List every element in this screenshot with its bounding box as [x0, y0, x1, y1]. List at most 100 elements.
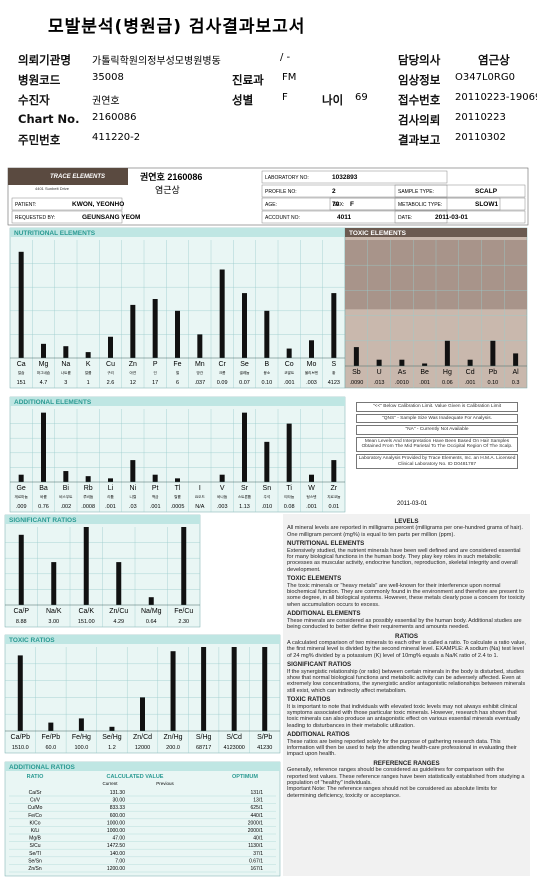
info-label: 주민번호 — [18, 133, 61, 147]
bar — [85, 476, 91, 482]
section-text: It is important to note that individuals… — [287, 703, 521, 729]
category-label: Pb — [489, 369, 498, 376]
table-cell: 440/1 — [250, 813, 263, 819]
bar — [490, 340, 496, 366]
subcolumn-heading: Current — [102, 781, 118, 786]
category-sublabel: 지르코늄 — [327, 494, 341, 499]
category-sublabel: 티타늄 — [284, 494, 295, 499]
section-text: If the synergistic relationship (or rati… — [287, 668, 526, 694]
category-sublabel: 바나듐 — [217, 494, 228, 499]
category-label: Ge — [16, 485, 25, 492]
info-value: O347L0RG0 — [455, 72, 515, 83]
value-label: 1510.0 — [12, 745, 29, 751]
field-value: 2011-03-01 — [435, 214, 468, 221]
category-label: S — [331, 361, 336, 368]
table-cell: 833.33 — [110, 805, 126, 811]
value-label: 0.76 — [38, 504, 49, 510]
category-label: Tl — [175, 485, 181, 492]
bar — [51, 562, 57, 605]
bar — [242, 412, 247, 482]
bar — [353, 347, 359, 366]
category-sublabel: 셀레늄 — [240, 370, 251, 375]
category-label: Be — [420, 369, 429, 376]
brand: TRACE ELEMENTS — [50, 174, 105, 180]
category-label: Rb — [84, 485, 93, 492]
info-value: 35008 — [92, 72, 124, 83]
category-label: Co — [285, 361, 294, 368]
category-label: Sb — [352, 369, 361, 376]
bar — [181, 527, 187, 605]
bar — [309, 474, 314, 482]
category-sublabel: 리튬 — [107, 494, 114, 499]
section-heading: TOXIC ELEMENTS — [287, 575, 342, 583]
category-label: Na/K — [46, 608, 62, 615]
bar — [18, 251, 24, 358]
value-label: 0.08 — [284, 504, 295, 510]
category-sublabel: 텅스텐 — [307, 494, 318, 499]
field-value: KWON, YEONHO — [72, 201, 124, 208]
table-cell: 131.30 — [110, 790, 126, 796]
panel-header — [5, 635, 280, 644]
category-label: K — [86, 361, 91, 368]
value-label: 17 — [152, 380, 158, 386]
category-label: Cd — [466, 369, 475, 376]
info-label: 의뢰기관명 — [18, 53, 71, 67]
section-text: Generally, reference ranges should be co… — [287, 767, 525, 787]
info-value: 411220-2 — [92, 132, 141, 143]
info-label: 수진자 — [18, 93, 50, 107]
field-value: 4011 — [337, 214, 351, 221]
bar — [513, 353, 519, 366]
field-box — [261, 184, 448, 198]
bar — [130, 460, 136, 482]
panel-header — [10, 228, 345, 237]
field-label: SAMPLE TYPE: — [398, 189, 434, 195]
field-label: AGE: — [265, 202, 277, 208]
value-label: 4.29 — [113, 619, 124, 625]
category-label: Na — [61, 361, 70, 368]
section-heading: ADDITIONAL RATIOS — [287, 731, 350, 739]
value-label: .009 — [16, 504, 27, 510]
category-label: Na/Mg — [141, 608, 162, 615]
category-label: S/Cd — [226, 734, 242, 741]
section-heading: REFERENCE RANGES — [373, 759, 440, 767]
value-label: 3.00 — [48, 619, 59, 625]
value-label: .037 — [194, 380, 205, 386]
field-value: F — [350, 201, 354, 208]
value-label: 6 — [176, 380, 179, 386]
report-date: 2011-03-01 — [397, 501, 428, 507]
category-sublabel: 바륨 — [40, 494, 47, 499]
value-label: .0005 — [171, 504, 185, 510]
value-label: 12000 — [135, 745, 150, 751]
legend-note: "<<" Below Calibration Limit. Value Give… — [356, 402, 518, 412]
section-text: These ratios are being reported solely f… — [287, 738, 517, 758]
info-value: F — [282, 92, 288, 103]
info-label: Chart No. — [18, 112, 80, 126]
bar — [286, 423, 292, 482]
legend-notes: "<<" Below Calibration Limit. Value Give… — [350, 400, 524, 471]
table-cell: 40/1 — [253, 836, 263, 842]
bar — [286, 348, 292, 358]
category-sublabel: 비스무트 — [59, 494, 73, 499]
table-cell: 1000.00 — [107, 828, 125, 834]
field-label: SEX: — [333, 202, 344, 208]
field-label: ACCOUNT NO: — [265, 215, 300, 221]
info-label: 염근상 — [478, 53, 510, 67]
category-sublabel: 칼슘 — [18, 370, 25, 375]
legend-note: Mean Levels And Interpretation Have Been… — [356, 436, 518, 452]
field-box — [11, 197, 123, 211]
category-label: Hg — [443, 369, 452, 376]
table-title: ADDITIONAL RATIOS — [9, 764, 76, 771]
field-value: GEUNSANG YEOM — [82, 214, 140, 221]
value-label: .013 — [374, 380, 385, 386]
value-label: 60.0 — [45, 745, 56, 751]
category-label: Ba — [39, 485, 48, 492]
table-cell: 140.00 — [110, 851, 126, 857]
value-label: 4123 — [328, 380, 340, 386]
value-label: 1.2 — [108, 745, 116, 751]
table-cell: 167/1 — [250, 866, 263, 872]
bar — [201, 647, 207, 731]
value-label: 1 — [87, 380, 90, 386]
table-cell: 2000/1 — [248, 828, 264, 834]
category-sublabel: 망간 — [197, 370, 204, 375]
